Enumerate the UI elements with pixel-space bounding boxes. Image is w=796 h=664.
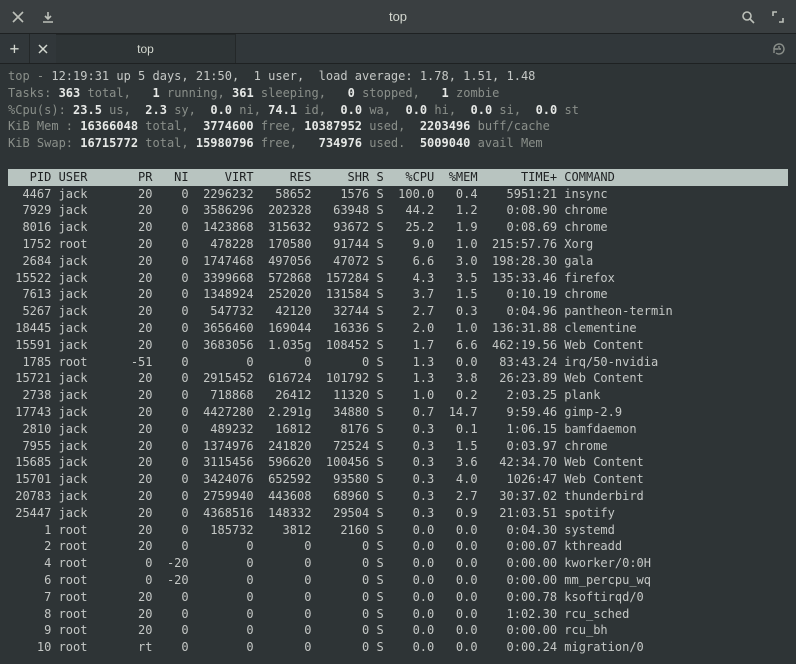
terminal-output[interactable]: top - 12:19:31 up 5 days, 21:50, 1 user,… xyxy=(0,64,796,664)
tab-bar: + top xyxy=(0,34,796,64)
process-row: 15721 jack 20 0 2915452 616724 101792 S … xyxy=(8,370,788,387)
process-row: 15522 jack 20 0 3399668 572868 157284 S … xyxy=(8,270,788,287)
process-row: 4467 jack 20 0 2296232 58652 1576 S 100.… xyxy=(8,186,788,203)
process-row: 1752 root 20 0 478228 170580 91744 S 9.0… xyxy=(8,236,788,253)
process-row: 2738 jack 20 0 718868 26412 11320 S 1.0 … xyxy=(8,387,788,404)
process-row: 6 root 0 -20 0 0 0 S 0.0 0.0 0:00.00 mm_… xyxy=(8,572,788,589)
process-row: 9 root 20 0 0 0 0 S 0.0 0.0 0:00.00 rcu_… xyxy=(8,622,788,639)
summary-mem: KiB Mem : 16366048 total, 3774600 free, … xyxy=(8,118,788,135)
process-header: PID USER PR NI VIRT RES SHR S %CPU %MEM … xyxy=(8,169,788,186)
process-row: 8 root 20 0 0 0 0 S 0.0 0.0 1:02.30 rcu_… xyxy=(8,606,788,623)
process-row: 7955 jack 20 0 1374976 241820 72524 S 0.… xyxy=(8,438,788,455)
summary-uptime: top - 12:19:31 up 5 days, 21:50, 1 user,… xyxy=(8,68,788,85)
process-row: 1 root 20 0 185732 3812 2160 S 0.0 0.0 0… xyxy=(8,522,788,539)
process-row: 1785 root -51 0 0 0 0 S 1.3 0.0 83:43.24… xyxy=(8,354,788,371)
blank-line xyxy=(8,152,788,169)
summary-swap: KiB Swap: 16715772 total, 15980796 free,… xyxy=(8,135,788,152)
process-row: 5267 jack 20 0 547732 42120 32744 S 2.7 … xyxy=(8,303,788,320)
process-row: 4 root 0 -20 0 0 0 S 0.0 0.0 0:00.00 kwo… xyxy=(8,555,788,572)
download-icon[interactable] xyxy=(40,9,56,25)
process-row: 18445 jack 20 0 3656460 169044 16336 S 2… xyxy=(8,320,788,337)
window-title: top xyxy=(269,9,528,24)
process-row: 2 root 20 0 0 0 0 S 0.0 0.0 0:00.07 kthr… xyxy=(8,538,788,555)
tab-label: top xyxy=(137,42,154,56)
process-row: 7 root 20 0 0 0 0 S 0.0 0.0 0:00.78 ksof… xyxy=(8,589,788,606)
close-icon[interactable] xyxy=(10,9,26,25)
process-row: 7613 jack 20 0 1348924 252020 131584 S 3… xyxy=(8,286,788,303)
process-row: 8016 jack 20 0 1423868 315632 93672 S 25… xyxy=(8,219,788,236)
process-row: 15591 jack 20 0 3683056 1.035g 108452 S … xyxy=(8,337,788,354)
process-row: 2810 jack 20 0 489232 16812 8176 S 0.3 0… xyxy=(8,421,788,438)
process-row: 20783 jack 20 0 2759940 443608 68960 S 0… xyxy=(8,488,788,505)
history-icon[interactable] xyxy=(762,34,796,63)
process-row: 25447 jack 20 0 4368516 148332 29504 S 0… xyxy=(8,505,788,522)
summary-cpu: %Cpu(s): 23.5 us, 2.3 sy, 0.0 ni, 74.1 i… xyxy=(8,102,788,119)
window-titlebar: top xyxy=(0,0,796,34)
process-row: 2684 jack 20 0 1747468 497056 47072 S 6.… xyxy=(8,253,788,270)
process-row: 17743 jack 20 0 4427280 2.291g 34880 S 0… xyxy=(8,404,788,421)
process-row: 15701 jack 20 0 3424076 652592 93580 S 0… xyxy=(8,471,788,488)
maximize-icon[interactable] xyxy=(770,9,786,25)
new-tab-button[interactable]: + xyxy=(0,34,30,63)
search-icon[interactable] xyxy=(740,9,756,25)
process-row: 15685 jack 20 0 3115456 596620 100456 S … xyxy=(8,454,788,471)
process-row: 7929 jack 20 0 3586296 202328 63948 S 44… xyxy=(8,202,788,219)
tab-close-button[interactable] xyxy=(30,34,56,63)
summary-tasks: Tasks: 363 total, 1 running, 361 sleepin… xyxy=(8,85,788,102)
tab-top[interactable]: top xyxy=(56,34,236,63)
process-row: 10 root rt 0 0 0 0 S 0.0 0.0 0:00.24 mig… xyxy=(8,639,788,656)
